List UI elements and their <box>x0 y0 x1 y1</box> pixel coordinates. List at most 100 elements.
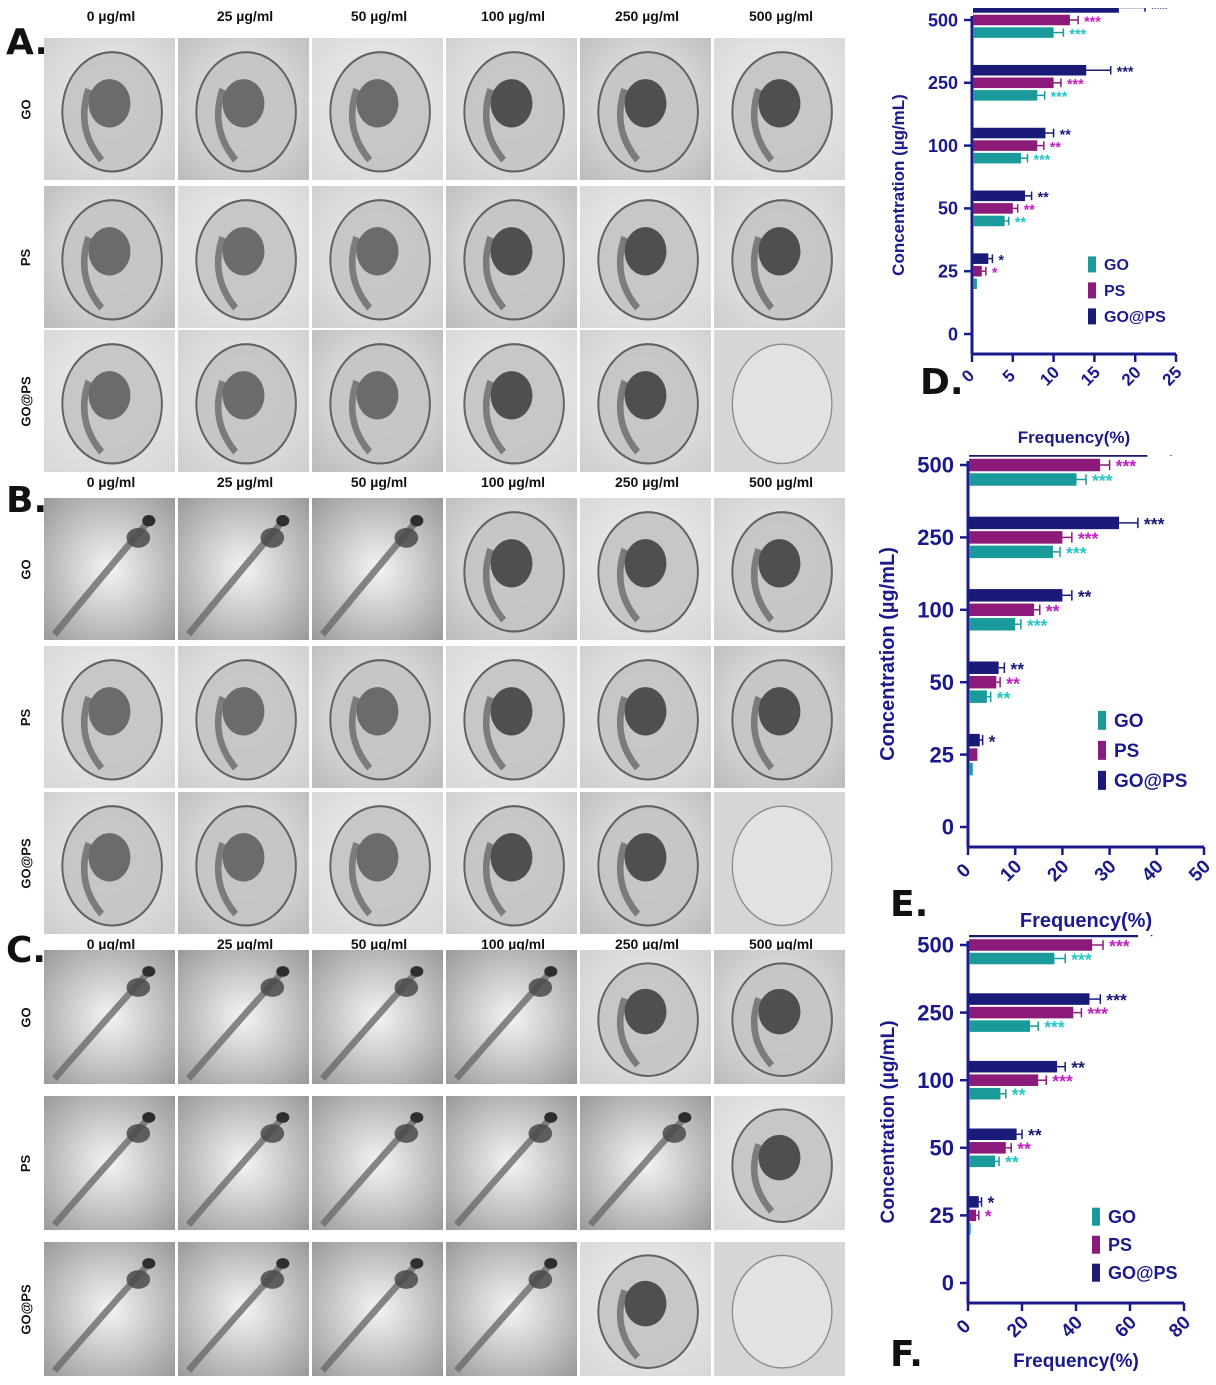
column-header: 50 µg/ml <box>350 474 408 490</box>
significance-mark: ** <box>997 688 1011 708</box>
significance-mark: *** <box>1027 616 1048 636</box>
x-tick-label: 25 <box>1159 363 1186 390</box>
significance-mark: *** <box>1033 152 1050 168</box>
micrograph-tile <box>44 950 175 1084</box>
micrograph-tile <box>446 330 577 472</box>
y-tick-label: 250 <box>917 1000 954 1025</box>
bar <box>973 127 1046 139</box>
column-header: 250 µg/ml <box>614 474 680 490</box>
legend-label: GO@PS <box>1104 309 1166 326</box>
micrograph-tile <box>580 38 711 180</box>
bar <box>969 1020 1031 1032</box>
column-header: 25 µg/ml <box>216 8 274 24</box>
micrograph-tile <box>178 498 309 640</box>
bar <box>969 531 1063 544</box>
significance-mark: ** <box>1060 127 1072 143</box>
x-tick-label: 20 <box>1003 1312 1033 1342</box>
significance-mark: *** <box>1158 935 1179 942</box>
bar <box>973 265 982 277</box>
y-tick-label: 0 <box>942 1271 954 1296</box>
micrograph-tile <box>44 1096 175 1230</box>
micrograph-tile <box>178 38 309 180</box>
bar <box>969 603 1035 617</box>
bar <box>973 14 1070 26</box>
micrograph-tile <box>580 646 711 788</box>
bar <box>969 939 1093 951</box>
bar <box>969 993 1090 1005</box>
x-tick-label: 15 <box>1077 363 1104 390</box>
micrograph-tile <box>178 186 309 328</box>
micrograph-tile <box>446 498 577 640</box>
bar <box>969 473 1077 486</box>
micrograph-tile <box>44 1242 175 1376</box>
bar <box>973 140 1038 151</box>
bar <box>973 203 1013 214</box>
significance-mark: ** <box>1046 601 1060 621</box>
y-tick-label: 0 <box>948 324 958 344</box>
significance-mark: ** <box>1071 1057 1085 1077</box>
legend-label: PS <box>1104 283 1126 300</box>
bar <box>969 618 1016 631</box>
x-tick-label: 60 <box>1111 1312 1141 1342</box>
bar <box>973 190 1026 202</box>
micrograph-tile <box>714 1096 845 1230</box>
significance-mark: *** <box>1116 456 1137 476</box>
significance-mark: ** <box>1010 659 1024 679</box>
bar <box>973 64 1087 76</box>
bar <box>969 1006 1074 1019</box>
bar <box>969 690 987 703</box>
image-grid-a: 0 µg/ml 25 µg/ml 50 µg/ml 100 µg/ml 250 µg/m… <box>18 8 850 472</box>
x-tick-label: 0 <box>953 1316 975 1338</box>
bar <box>973 278 977 290</box>
bar <box>973 8 1119 13</box>
bar <box>969 1087 1001 1100</box>
chart-e: 0 10 20 30 40 50025*50******100*******250****… <box>877 455 1215 932</box>
column-header: 0 µg/ml <box>86 474 136 490</box>
micrograph-tile <box>44 646 175 788</box>
y-tick-label: 100 <box>928 136 958 156</box>
column-header: 0 µg/ml <box>86 936 136 952</box>
micrograph-tile <box>714 186 845 328</box>
significance-mark: *** <box>1052 1071 1073 1091</box>
y-tick-label: 250 <box>917 525 954 550</box>
micrograph-tile <box>580 1242 711 1376</box>
significance-mark: *** <box>1144 514 1165 534</box>
micrograph-tile <box>312 950 443 1084</box>
significance-mark: *** <box>1066 543 1087 563</box>
column-header: 500 µg/ml <box>748 936 814 952</box>
legend-label: PS <box>1108 1235 1132 1255</box>
column-header: 250 µg/ml <box>614 8 680 24</box>
micrograph-tile <box>714 1242 845 1376</box>
significance-mark: *** <box>1071 949 1092 969</box>
image-grid-c: 0 µg/ml 25 µg/ml 50 µg/ml 100 µg/ml 250 µg/m… <box>18 936 850 1376</box>
micrograph-tile <box>446 792 577 934</box>
chart-d: 0 5 10 15 20 25025**50******100*******250****… <box>889 8 1186 447</box>
micrograph-tile <box>178 1096 309 1230</box>
row-label: GO <box>18 98 34 120</box>
y-tick-label: 500 <box>928 10 958 30</box>
y-tick-label: 25 <box>930 742 954 767</box>
x-axis-label: Frequency(%) <box>1018 428 1130 447</box>
row-label: PS <box>18 1154 34 1172</box>
micrograph-tile <box>312 38 443 180</box>
micrograph-tile <box>44 792 175 934</box>
significance-mark: *** <box>1078 529 1099 549</box>
bar <box>973 27 1054 38</box>
significance-mark: ** <box>1017 1139 1031 1159</box>
legend-swatch <box>1088 256 1096 273</box>
significance-mark: *** <box>1109 936 1130 956</box>
legend-label: GO@PS <box>1108 1263 1178 1283</box>
bar <box>969 589 1063 602</box>
bar <box>969 1209 977 1222</box>
bar <box>973 253 989 264</box>
column-header: 25 µg/ml <box>216 936 274 952</box>
significance-mark: *** <box>1087 1003 1108 1023</box>
significance-mark: * <box>988 1193 995 1213</box>
micrograph-tile <box>178 646 309 788</box>
micrograph-tile <box>580 792 711 934</box>
bar <box>973 215 1005 227</box>
micrograph-tile <box>446 38 577 180</box>
micrograph-tile <box>44 330 175 472</box>
significance-mark: * <box>989 731 996 751</box>
row-label: GO@PS <box>18 837 34 889</box>
